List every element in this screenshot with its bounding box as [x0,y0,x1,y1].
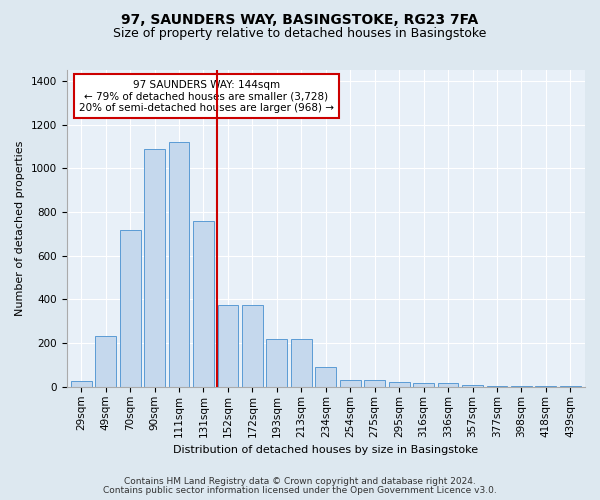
Text: 97, SAUNDERS WAY, BASINGSTOKE, RG23 7FA: 97, SAUNDERS WAY, BASINGSTOKE, RG23 7FA [121,12,479,26]
Bar [120,230,140,387]
Bar [560,386,581,387]
Bar [413,383,434,387]
Bar [462,384,483,387]
Bar [340,380,361,387]
Text: Contains HM Land Registry data © Crown copyright and database right 2024.: Contains HM Land Registry data © Crown c… [124,477,476,486]
Bar [242,305,263,387]
Bar [487,386,508,387]
Bar [316,367,336,387]
Bar [389,382,410,387]
Bar [218,305,238,387]
Bar [291,339,312,387]
Text: Size of property relative to detached houses in Basingstoke: Size of property relative to detached ho… [113,28,487,40]
Text: 97 SAUNDERS WAY: 144sqm
← 79% of detached houses are smaller (3,728)
20% of semi: 97 SAUNDERS WAY: 144sqm ← 79% of detache… [79,80,334,112]
Bar [535,386,556,387]
Bar [144,148,165,387]
Bar [364,380,385,387]
Bar [169,142,190,387]
Bar [511,386,532,387]
Bar [266,339,287,387]
Y-axis label: Number of detached properties: Number of detached properties [15,141,25,316]
Bar [95,336,116,387]
Text: Contains public sector information licensed under the Open Government Licence v3: Contains public sector information licen… [103,486,497,495]
Bar [71,381,92,387]
X-axis label: Distribution of detached houses by size in Basingstoke: Distribution of detached houses by size … [173,445,478,455]
Bar [193,221,214,387]
Bar [437,383,458,387]
